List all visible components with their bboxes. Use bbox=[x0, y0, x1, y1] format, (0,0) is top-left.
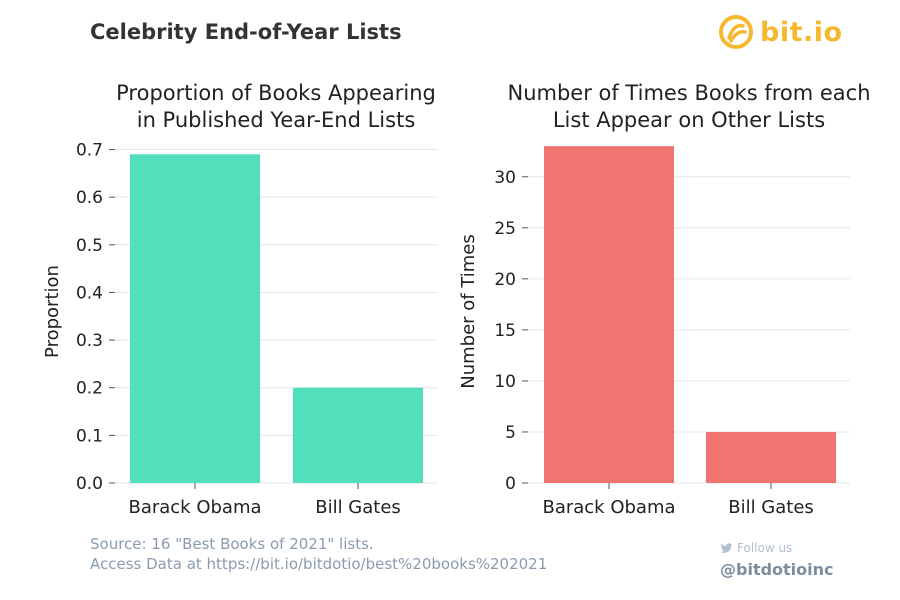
chart2-ytick-label: 5 bbox=[505, 423, 516, 443]
chart1-ytick-label: 0.1 bbox=[76, 426, 103, 446]
chart1-ytick-label: 0.7 bbox=[76, 141, 103, 161]
chart1-ytick-label: 0.6 bbox=[76, 188, 103, 208]
chart2-ytick-label: 20 bbox=[494, 270, 516, 290]
chart2-ytick-label: 10 bbox=[494, 372, 516, 392]
source-note: Source: 16 "Best Books of 2021" lists. A… bbox=[90, 534, 547, 574]
chart1-xtick-label: Bill Gates bbox=[315, 497, 401, 518]
chart2-ylabel: Number of Times bbox=[458, 234, 479, 389]
chart2-title-line: Number of Times Books from each bbox=[507, 81, 870, 105]
chart2-ytick-label: 25 bbox=[494, 219, 516, 239]
bitio-logo-icon bbox=[719, 15, 753, 49]
chart1-ytick-label: 0.0 bbox=[76, 474, 103, 494]
chart2-ytick-label: 30 bbox=[494, 168, 516, 188]
chart2-bar-barack-obama bbox=[544, 146, 674, 483]
brand-name: bit.io bbox=[760, 16, 843, 48]
chart2-bar-bill-gates bbox=[706, 431, 836, 483]
twitter-bird-icon bbox=[720, 542, 733, 553]
chart1-ytick-label: 0.5 bbox=[76, 236, 103, 256]
social-handle[interactable]: @bitdotioinc bbox=[720, 560, 834, 579]
chart2-title-line: List Appear on Other Lists bbox=[553, 108, 825, 132]
page-title: Celebrity End-of-Year Lists bbox=[90, 20, 402, 44]
chart1-title-line: in Published Year-End Lists bbox=[137, 108, 416, 132]
chart1-bar-bill-gates bbox=[293, 387, 423, 483]
chart2-xtick-label: Barack Obama bbox=[542, 497, 675, 518]
follow-us: Follow us bbox=[720, 541, 792, 555]
chart1-ytick-label: 0.4 bbox=[76, 283, 103, 303]
follow-label: Follow us bbox=[737, 541, 793, 555]
source-line-2: Access Data at https://bit.io/bitdotio/b… bbox=[90, 555, 548, 573]
chart2-xtick-label: Bill Gates bbox=[728, 497, 814, 518]
chart2-ytick-label: 0 bbox=[505, 474, 516, 494]
brand-logo: bit.io bbox=[718, 14, 843, 50]
chart1-ytick-label: 0.3 bbox=[76, 331, 103, 351]
chart2-ytick-label: 15 bbox=[494, 321, 516, 341]
chart1-ytick-label: 0.2 bbox=[76, 379, 103, 399]
chart1-xtick-label: Barack Obama bbox=[128, 497, 261, 518]
source-line-1: Source: 16 "Best Books of 2021" lists. bbox=[90, 535, 374, 553]
chart1-title-line: Proportion of Books Appearing bbox=[116, 81, 436, 105]
chart1-bar-barack-obama bbox=[130, 154, 260, 483]
chart1-ylabel: Proportion bbox=[42, 265, 63, 358]
